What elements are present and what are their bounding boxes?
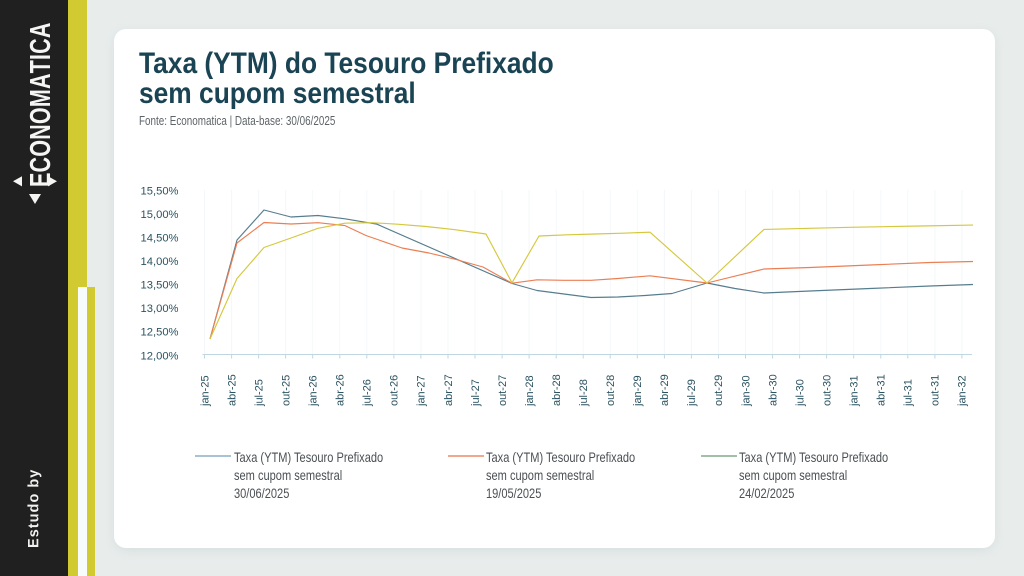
svg-text:out-30: out-30 [821, 375, 833, 406]
svg-text:out-31: out-31 [930, 375, 942, 406]
svg-text:jan-29: jan-29 [632, 375, 644, 407]
svg-text:out-29: out-29 [713, 375, 725, 406]
svg-text:out-27: out-27 [497, 375, 509, 406]
svg-text:13,50%: 13,50% [141, 280, 179, 292]
svg-text:jul-25: jul-25 [253, 379, 265, 407]
svg-text:abr-28: abr-28 [551, 374, 563, 406]
svg-text:jan-28: jan-28 [524, 375, 536, 407]
svg-text:jan-31: jan-31 [849, 375, 861, 407]
svg-text:jul-29: jul-29 [686, 379, 698, 407]
svg-text:14,00%: 14,00% [141, 256, 179, 268]
svg-text:jan-32: jan-32 [957, 375, 969, 407]
svg-text:jan-26: jan-26 [308, 375, 320, 407]
svg-text:12,00%: 12,00% [141, 350, 179, 362]
svg-text:abr-25: abr-25 [226, 374, 238, 406]
svg-text:jul-31: jul-31 [903, 379, 915, 407]
svg-text:14,50%: 14,50% [141, 233, 179, 245]
svg-text:13,00%: 13,00% [141, 303, 179, 315]
svg-text:abr-31: abr-31 [876, 374, 888, 406]
svg-text:abr-29: abr-29 [659, 374, 671, 406]
svg-text:jan-25: jan-25 [199, 375, 211, 407]
svg-text:15,00%: 15,00% [141, 209, 179, 221]
svg-text:abr-30: abr-30 [767, 374, 779, 406]
svg-text:out-26: out-26 [389, 375, 401, 406]
svg-text:15,50%: 15,50% [141, 186, 179, 198]
svg-text:jul-27: jul-27 [470, 379, 482, 407]
svg-text:jul-28: jul-28 [578, 379, 590, 407]
svg-text:abr-27: abr-27 [443, 374, 455, 406]
svg-text:abr-26: abr-26 [335, 374, 347, 406]
svg-text:jul-26: jul-26 [362, 379, 374, 407]
svg-text:jan-30: jan-30 [740, 375, 752, 407]
svg-text:jul-30: jul-30 [794, 379, 806, 407]
svg-text:12,50%: 12,50% [141, 327, 179, 339]
svg-text:out-25: out-25 [280, 375, 292, 406]
svg-text:out-28: out-28 [605, 375, 617, 406]
svg-text:jan-27: jan-27 [416, 375, 428, 407]
